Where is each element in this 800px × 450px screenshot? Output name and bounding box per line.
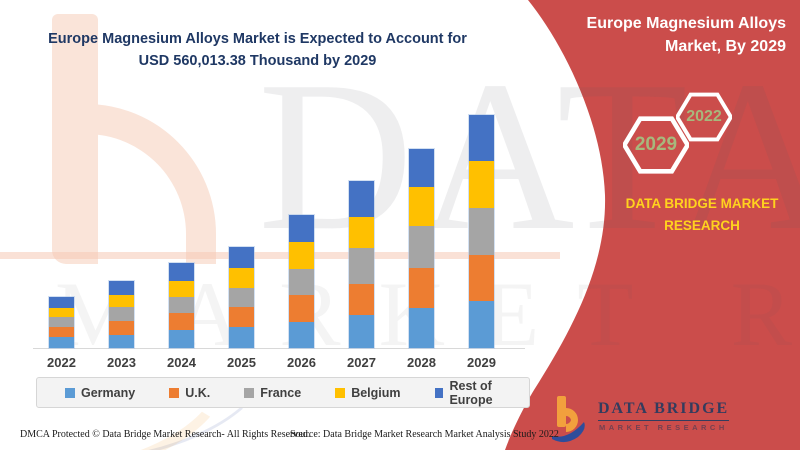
hexagon-2022-label: 2022 [686,108,722,125]
bar-segment-germany-2028 [409,308,434,348]
data-bridge-logo-icon [552,396,585,443]
legend-item-france: France [244,386,301,400]
bar-segment-france-2022 [49,317,74,328]
bar-segment-germany-2027 [349,314,374,348]
bar-segment-france-2025 [229,288,254,307]
x-axis-label-2027: 2027 [347,355,376,370]
hexagon-badge-2029: 2029 [623,116,689,174]
bar-segment-belgium-2029 [469,161,494,208]
bar-segment-restofeurope-2023 [109,280,134,295]
legend-swatch-icon [434,387,444,398]
hexagon-outline [676,92,732,142]
legend-swatch-icon [169,387,180,398]
stacked-bar-2026 [288,214,315,349]
watermark-text-big: DATA BRIDGE [258,36,800,275]
panel-title-line2: Market, By 2029 [665,38,786,56]
x-axis-labels: 2022 2023 2024 2025 2026 2027 2028 2029 [33,355,525,373]
bar-segment-france-2029 [469,207,494,255]
bar-segment-france-2026 [289,268,314,295]
x-axis-label-2025: 2025 [227,355,256,370]
bar-segment-germany-2023 [109,334,134,348]
bar-segment-restofeurope-2028 [409,148,434,187]
bar-segment-belgium-2022 [49,308,74,318]
bar-segment-restofeurope-2026 [289,215,314,242]
footer-source: Source: Data Bridge Market Research Mark… [290,429,559,440]
chart-title-line1: Europe Magnesium Alloys Market is Expect… [48,31,467,47]
stacked-bar-2023 [108,279,135,350]
chart-title-line2: USD 560,013.38 Thousand by 2029 [138,53,377,70]
hexagon-2029-label: 2029 [634,134,678,155]
bar-segment-uk-2022 [49,327,74,338]
hexagon-badge-2022: 2022 [676,92,732,142]
legend-swatch-icon [335,387,346,398]
panel-title: Europe Magnesium Alloys Market, By 2029 [526,12,786,58]
bar-segment-restofeurope-2029 [469,115,494,162]
bar-segment-germany-2022 [49,337,74,348]
legend-item-germany: Germany [65,386,135,400]
legend-item-belgium: Belgium [335,385,401,400]
bar-segment-france-2028 [409,226,434,269]
bar-segment-belgium-2025 [229,268,254,289]
bar-segment-restofeurope-2025 [229,247,254,269]
bar-segment-uk-2023 [109,321,134,335]
bar-segment-belgium-2024 [169,280,194,298]
footer-copyright: DMCA Protected © Data Bridge Market Rese… [20,429,311,440]
stacked-bar-2024 [168,262,195,349]
bar-segment-restofeurope-2024 [169,263,194,281]
bar-plot-area [33,95,525,350]
bar-segment-uk-2029 [469,254,494,302]
x-axis-label-2028: 2028 [407,355,436,370]
bar-segment-germany-2025 [229,327,254,348]
x-axis-label-2023: 2023 [107,355,136,370]
bar-segment-france-2027 [349,247,374,285]
bar-segment-france-2023 [109,307,134,322]
bar-segment-restofeurope-2022 [49,297,74,309]
stacked-bar-2028 [408,147,435,350]
stacked-bar-2027 [348,180,375,349]
bar-segment-belgium-2027 [349,217,374,248]
bar-segment-belgium-2028 [409,186,434,227]
chart-legend: Germany U.K. France Belgium Rest of Europe [36,377,530,408]
legend-label: Rest of Europe [449,378,493,407]
bar-segment-belgium-2026 [289,242,314,269]
hexagon-outline [623,116,689,174]
data-bridge-logo: DATA BRIDGE MARKET RESEARCH [550,394,780,446]
legend-label: Germany [81,385,136,400]
legend-label: France [260,385,302,400]
brand-wordmark-line2: RESEARCH [664,217,740,233]
x-axis-label-2024: 2024 [167,355,196,370]
logo-subtitle-text: MARKET RESEARCH [599,423,728,432]
legend-item-uk: U.K. [169,386,210,400]
logo-name-text: DATA BRIDGE [598,400,730,421]
bar-segment-germany-2024 [169,330,194,348]
bar-segment-uk-2024 [169,313,194,331]
x-axis-label-2026: 2026 [287,355,316,370]
stacked-bar-2022 [48,296,75,349]
legend-label: U.K. [185,385,211,400]
bar-segment-uk-2027 [349,284,374,315]
bar-segment-belgium-2023 [109,294,134,308]
x-axis-label-2022: 2022 [47,355,76,370]
stacked-bar-2029 [468,114,495,349]
legend-label: Belgium [351,385,401,400]
x-axis-label-2029: 2029 [467,355,496,370]
bar-segment-restofeurope-2027 [349,181,374,218]
brand-wordmark-yellow: DATA BRIDGE MARKET RESEARCH [608,193,796,236]
chart-title: Europe Magnesium Alloys Market is Expect… [35,28,480,73]
bar-segment-germany-2026 [289,321,314,348]
watermark-b-logo-baseline [0,252,560,259]
legend-swatch-icon [244,387,255,398]
bar-segment-france-2024 [169,297,194,314]
bar-segment-germany-2029 [469,301,494,348]
legend-swatch-icon [65,387,75,398]
brand-wordmark-line1: DATA BRIDGE MARKET [625,196,779,211]
bar-segment-uk-2026 [289,295,314,322]
bar-segment-uk-2025 [229,306,254,328]
panel-title-line1: Europe Magnesium Alloys [586,15,786,32]
bar-segment-uk-2028 [409,268,434,309]
stacked-bar-2025 [228,246,255,349]
legend-item-restofeurope: Rest of Europe [434,378,529,407]
